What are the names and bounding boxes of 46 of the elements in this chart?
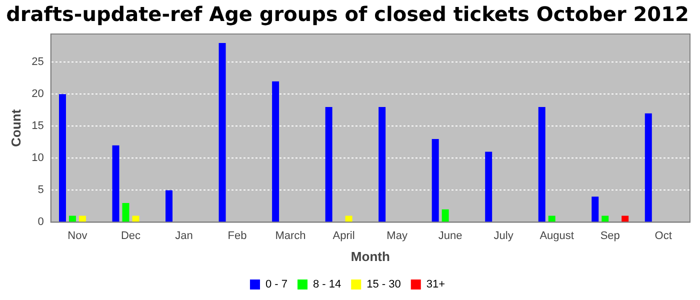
bar	[442, 209, 449, 222]
bar	[68, 216, 76, 222]
y-tick-label: 5	[38, 184, 44, 196]
y-tick-label: 15	[32, 120, 44, 132]
bar	[345, 216, 352, 222]
chart-title: drafts-update-ref Age groups of closed tickets October 2012	[6, 2, 689, 26]
x-axis-title: Month	[350, 248, 390, 264]
legend-label: 31+	[426, 278, 446, 291]
x-tick-label: March	[275, 230, 306, 242]
bar	[538, 106, 546, 222]
bar	[166, 190, 173, 222]
x-tick-label: July	[494, 230, 514, 242]
bar	[485, 152, 492, 222]
x-tick-label: August	[540, 230, 574, 242]
y-tick-label: 20	[32, 88, 44, 100]
bar	[58, 94, 66, 222]
legend-label: 0 - 7	[265, 278, 288, 291]
x-tick-label: May	[386, 230, 408, 242]
x-tick-label: April	[332, 230, 355, 242]
bar	[272, 81, 280, 222]
bar	[602, 216, 609, 222]
bar	[432, 138, 439, 222]
bar	[112, 145, 120, 222]
legend-label: 15 - 30	[366, 278, 401, 291]
bar	[548, 216, 556, 222]
bar	[78, 216, 86, 222]
y-axis-title: Count	[8, 108, 24, 147]
bar	[644, 113, 652, 222]
bar	[592, 196, 599, 222]
x-tick-label: Jan	[175, 230, 193, 242]
y-tick-label: 10	[32, 152, 44, 164]
bar	[622, 216, 629, 222]
x-tick-label: June	[438, 230, 462, 242]
bar	[325, 106, 332, 222]
x-tick-label: Oct	[654, 230, 672, 242]
x-tick-label: Dec	[120, 230, 142, 242]
bar	[132, 216, 140, 222]
bar	[122, 202, 130, 222]
x-tick-label: Sep	[600, 230, 620, 242]
bar	[378, 106, 386, 222]
x-tick-label: Nov	[68, 230, 88, 242]
y-tick-label: 25	[32, 56, 44, 68]
bar	[218, 42, 226, 222]
legend-label: 8 - 14	[312, 278, 342, 291]
y-tick-label: 0	[38, 216, 44, 228]
x-tick-label: Feb	[228, 230, 247, 242]
